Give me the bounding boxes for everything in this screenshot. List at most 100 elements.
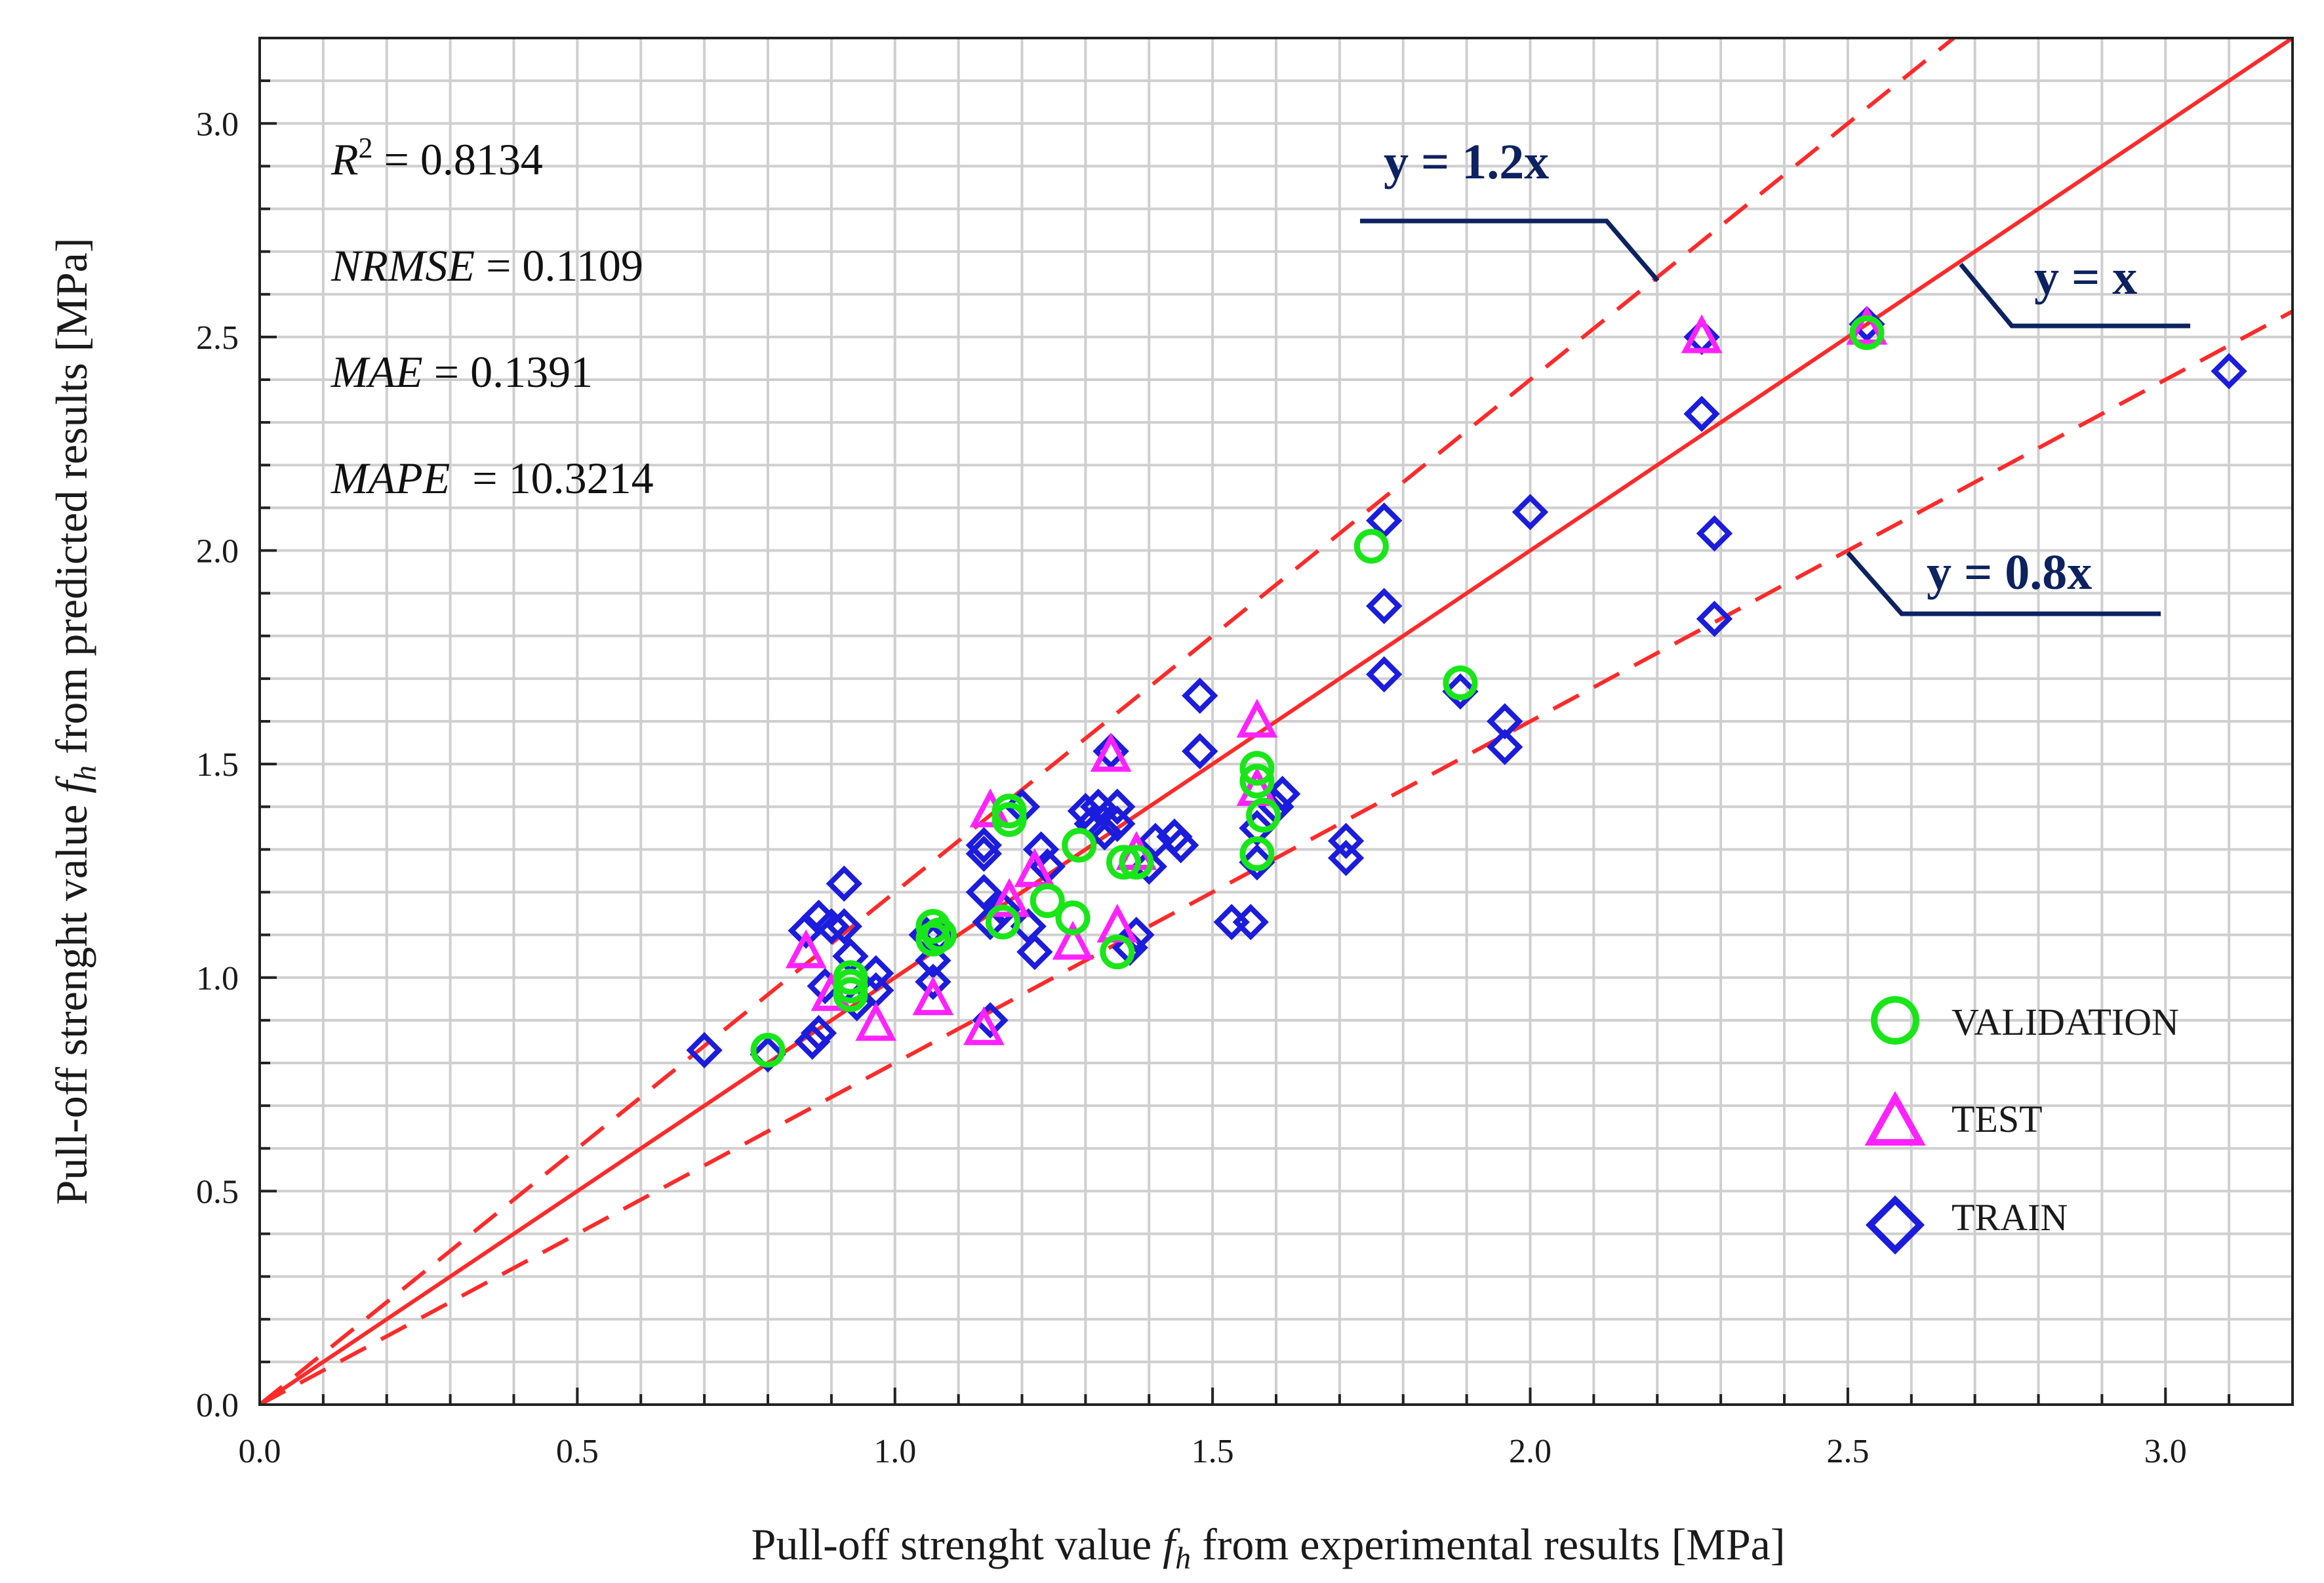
y-tick-label: 0.5	[196, 1173, 239, 1211]
x-tick-label: 2.5	[1826, 1433, 1869, 1470]
stat-mae: MAE = 0.1391	[331, 347, 593, 397]
point-train	[984, 891, 1022, 928]
point-train	[858, 955, 894, 992]
point-train	[1182, 732, 1218, 770]
x-tick-label: 2.0	[1509, 1433, 1552, 1470]
point-train	[1239, 844, 1275, 881]
axis-ticks: 0.0 0.5 1.0 1.5 2.0 2.5 3.0 0.0 0.5 1.0 1.5 2.0 2.5 3…	[196, 79, 2231, 1470]
stat-mape: MAPE = 10.3214	[331, 453, 654, 503]
point-train	[794, 1023, 831, 1060]
point-test	[963, 1006, 1005, 1045]
point-train	[915, 963, 952, 1000]
point-train	[1099, 788, 1136, 825]
x-axis-title: Pull-off strenght value fh from experime…	[751, 1519, 1786, 1576]
x-tick-label: 0.5	[556, 1433, 599, 1470]
y-tick-label: 2.5	[196, 319, 239, 357]
callout-y-1-2x: y = 1.2x	[1360, 134, 1660, 283]
point-train	[686, 1032, 723, 1069]
legend-marker-validation	[1871, 996, 1919, 1045]
point-test	[1014, 848, 1056, 887]
point-validation	[1055, 900, 1091, 936]
data-points	[686, 306, 2247, 1073]
point-train	[2211, 353, 2247, 390]
point-train	[1683, 395, 1720, 432]
point-train	[1137, 822, 1174, 860]
point-train	[826, 908, 862, 945]
reference-line	[260, 38, 1955, 1405]
point-test	[785, 929, 827, 969]
point-validation	[1062, 828, 1097, 863]
point-train	[1092, 732, 1129, 770]
reference-lines	[260, 38, 2293, 1405]
y-tick-label: 0.0	[196, 1387, 239, 1424]
point-train	[1239, 810, 1275, 847]
y-axis-title: Pull-off strenght value fh from predicte…	[47, 238, 103, 1205]
y-tick-label: 2.0	[196, 533, 239, 571]
point-validation	[1443, 665, 1478, 700]
callout-y-0-8x: y = 0.8x	[1846, 545, 2161, 616]
point-validation	[1030, 883, 1065, 919]
point-train	[1696, 515, 1733, 552]
point-train	[1016, 934, 1053, 971]
callout-leader-x	[1959, 262, 2190, 329]
point-train	[1232, 904, 1269, 940]
stats-block: R2 = 0.8134 NRMSE = 0.1109 MAE = 0.1391 …	[331, 132, 654, 503]
point-train	[1366, 588, 1403, 624]
stat-r2: R2 = 0.8134	[331, 132, 543, 184]
point-train	[1099, 805, 1136, 842]
point-validation	[985, 904, 1020, 940]
point-train	[1086, 814, 1123, 851]
point-train	[826, 865, 862, 902]
x-tick-label: 3.0	[2144, 1433, 2187, 1470]
x-tick-label: 0.0	[239, 1433, 281, 1470]
legend: VALIDATION TEST TRAIN	[1864, 996, 2179, 1255]
point-train	[1442, 673, 1479, 710]
callout-y-x: y = x	[1959, 250, 2190, 329]
x-tick-label: 1.0	[873, 1433, 916, 1470]
point-validation	[1119, 845, 1154, 880]
point-validation	[1353, 529, 1389, 564]
point-train	[1487, 729, 1523, 765]
point-test	[1846, 306, 1888, 345]
point-train	[1512, 494, 1549, 531]
point-train	[1696, 601, 1733, 637]
callout-leader-0-8x	[1846, 551, 2161, 616]
legend-label-test: TEST	[1952, 1098, 2043, 1140]
point-validation	[1239, 836, 1275, 872]
point-train	[1327, 839, 1365, 877]
point-train	[915, 942, 952, 979]
point-validation	[750, 1032, 786, 1068]
point-test	[1090, 732, 1132, 772]
point-test	[855, 1001, 897, 1041]
stat-nrmse: NRMSE = 0.1109	[331, 241, 643, 291]
point-train	[1366, 656, 1403, 693]
point-validation	[833, 960, 868, 995]
legend-label-train: TRAIN	[1952, 1196, 2068, 1239]
legend-marker-test	[1864, 1091, 1926, 1146]
point-validation	[992, 802, 1027, 837]
ref-label-0-8x: y = 0.8x	[1927, 545, 2092, 600]
callout-leader-1-2x	[1360, 218, 1660, 283]
point-train	[800, 1014, 837, 1052]
point-train	[1163, 827, 1199, 864]
point-validation	[833, 977, 868, 1012]
legend-marker-train	[1865, 1195, 1925, 1255]
point-train	[1182, 677, 1218, 714]
y-tick-label: 1.5	[196, 746, 239, 784]
point-train	[1264, 776, 1301, 812]
reference-line	[260, 38, 2293, 1405]
point-train	[750, 1036, 786, 1073]
legend-label-validation: VALIDATION	[1952, 1001, 2179, 1043]
point-train	[813, 908, 850, 945]
y-tick-label: 3.0	[196, 106, 239, 143]
point-validation	[1106, 845, 1141, 880]
point-validation	[1239, 751, 1275, 786]
point-validation	[1246, 797, 1281, 833]
point-train	[965, 873, 1003, 911]
point-train	[1327, 822, 1365, 860]
point-test	[1681, 314, 1723, 353]
point-validation	[1100, 934, 1135, 970]
point-test	[1236, 698, 1278, 738]
ref-label-1-2x: y = 1.2x	[1384, 134, 1549, 190]
